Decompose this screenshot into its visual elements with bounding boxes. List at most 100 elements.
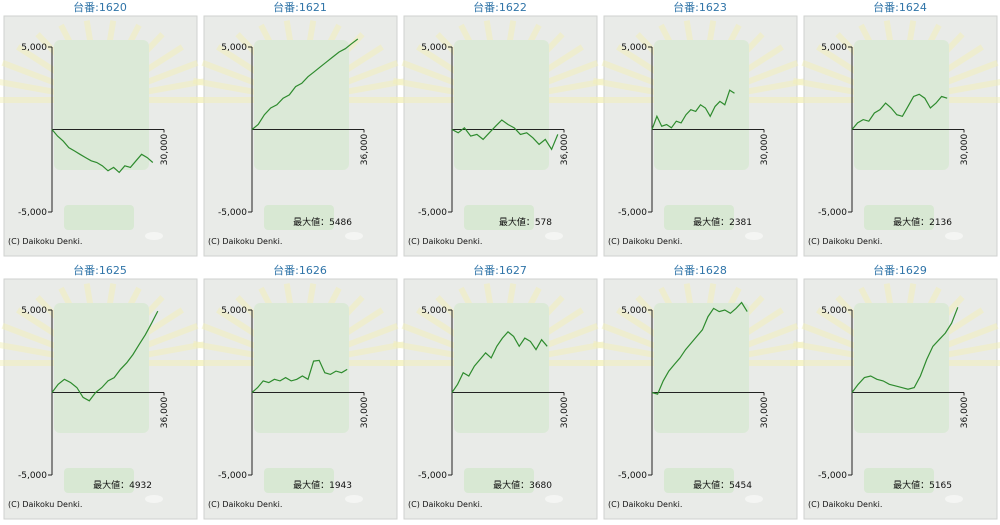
y-tick-label: -5,000 — [818, 208, 847, 218]
background-art — [790, 20, 1000, 240]
y-tick-label: -5,000 — [418, 471, 447, 481]
data-line — [251, 38, 359, 130]
y-tick-label: -5,000 — [18, 471, 47, 481]
chart-title: 台番:1627 — [473, 263, 527, 277]
coin — [345, 495, 363, 503]
chart-panel: 台番:1624 5,000 -5,000 30,000 最大値：2136 (C) Daik… — [790, 0, 1000, 257]
chart-title: 台番:1624 — [873, 0, 927, 14]
data-line — [651, 89, 735, 130]
y-tick-label: -5,000 — [18, 208, 47, 218]
x-tick-label: 36,000 — [360, 133, 370, 165]
data-line — [51, 129, 154, 174]
y-tick-label: -5,000 — [618, 208, 647, 218]
max-label: 最大値：3680 — [493, 479, 552, 491]
data-line — [251, 359, 348, 393]
chart-panel: 台番:1621 5,000 -5,000 36,000 最大値：5486 (C) Daik… — [190, 0, 410, 257]
y-tick-label: 5,000 — [621, 306, 647, 316]
background-art — [0, 283, 210, 503]
machine — [854, 303, 949, 433]
background-art — [390, 20, 610, 240]
background-art — [390, 283, 610, 503]
x-tick-label: 30,000 — [160, 133, 170, 165]
machine — [54, 40, 149, 170]
x-tick-label: 30,000 — [960, 133, 970, 165]
background-art — [190, 283, 410, 503]
machine — [454, 40, 549, 170]
chart-title: 台番:1620 — [73, 0, 127, 14]
chart-title: 台番:1628 — [673, 263, 727, 277]
x-tick-label: 30,000 — [760, 133, 770, 165]
machine — [54, 303, 149, 433]
machine — [254, 303, 349, 433]
background-art — [790, 283, 1000, 503]
data-line — [451, 330, 548, 393]
coin — [545, 495, 563, 503]
coin — [545, 232, 563, 240]
chart-panel: 台番:1628 5,000 -5,000 30,000 最大値：5454 (C) Daik… — [590, 263, 810, 520]
chart-title: 台番:1623 — [673, 0, 727, 14]
coin — [145, 232, 163, 240]
y-tick-label: 5,000 — [421, 306, 447, 316]
coin — [745, 495, 763, 503]
x-tick-label: 30,000 — [360, 396, 370, 428]
copyright: (C) Daikoku Denki. — [408, 500, 482, 509]
max-label: 最大値：4932 — [93, 479, 152, 491]
machine — [454, 303, 549, 433]
y-tick-label: 5,000 — [221, 306, 247, 316]
max-label: 最大値：1943 — [293, 479, 352, 491]
y-tick-label: -5,000 — [618, 471, 647, 481]
machine — [254, 40, 349, 170]
tray — [664, 468, 734, 493]
chart-panel: 台番:1620 5,000 -5,000 30,000 (C) Daikoku Denk… — [0, 0, 210, 257]
y-tick-label: -5,000 — [418, 208, 447, 218]
data-line — [51, 310, 159, 402]
data-line — [451, 119, 559, 151]
coin — [945, 232, 963, 240]
chart-title: 台番:1629 — [873, 263, 927, 277]
max-label: 最大値：5486 — [293, 216, 352, 228]
chart-title: 台番:1621 — [273, 0, 327, 14]
max-label: 最大値：578 — [499, 216, 552, 228]
data-line — [851, 307, 959, 393]
tray — [464, 205, 534, 230]
data-line — [651, 301, 748, 395]
y-tick-label: -5,000 — [218, 208, 247, 218]
chart-panel: 台番:1623 5,000 -5,000 30,000 最大値：2381 (C) Daik… — [590, 0, 810, 257]
tray — [64, 468, 134, 493]
y-tick-label: -5,000 — [218, 471, 247, 481]
y-tick-label: 5,000 — [421, 43, 447, 53]
tray — [264, 205, 334, 230]
copyright: (C) Daikoku Denki. — [608, 237, 682, 246]
max-label: 最大値：5165 — [893, 479, 952, 491]
copyright: (C) Daikoku Denki. — [808, 500, 882, 509]
y-tick-label: 5,000 — [221, 43, 247, 53]
chart-title: 台番:1625 — [73, 263, 127, 277]
tray — [264, 468, 334, 493]
copyright: (C) Daikoku Denki. — [8, 237, 82, 246]
tray — [464, 468, 534, 493]
coin — [945, 495, 963, 503]
x-tick-label: 36,000 — [960, 396, 970, 428]
copyright: (C) Daikoku Denki. — [208, 237, 282, 246]
machine — [854, 40, 949, 170]
copyright: (C) Daikoku Denki. — [608, 500, 682, 509]
x-tick-label: 30,000 — [560, 396, 570, 428]
max-label: 最大値：2381 — [693, 216, 752, 228]
tray — [864, 468, 934, 493]
copyright: (C) Daikoku Denki. — [8, 500, 82, 509]
data-line — [851, 93, 948, 130]
copyright: (C) Daikoku Denki. — [408, 237, 482, 246]
chart-panel: 台番:1626 5,000 -5,000 30,000 最大値：1943 (C) Daik… — [190, 263, 410, 520]
chart-panel: 台番:1622 5,000 -5,000 36,000 最大値：578 (C) Daiko… — [390, 0, 610, 257]
y-tick-label: 5,000 — [821, 306, 847, 316]
coin — [745, 232, 763, 240]
coin — [145, 495, 163, 503]
tray — [64, 205, 134, 230]
chart-panel: 台番:1629 5,000 -5,000 36,000 最大値：5165 (C) Daik… — [790, 263, 1000, 520]
y-tick-label: -5,000 — [818, 471, 847, 481]
machine — [654, 303, 749, 433]
x-tick-label: 36,000 — [160, 396, 170, 428]
max-label: 最大値：2136 — [893, 216, 952, 228]
y-tick-label: 5,000 — [21, 306, 47, 316]
